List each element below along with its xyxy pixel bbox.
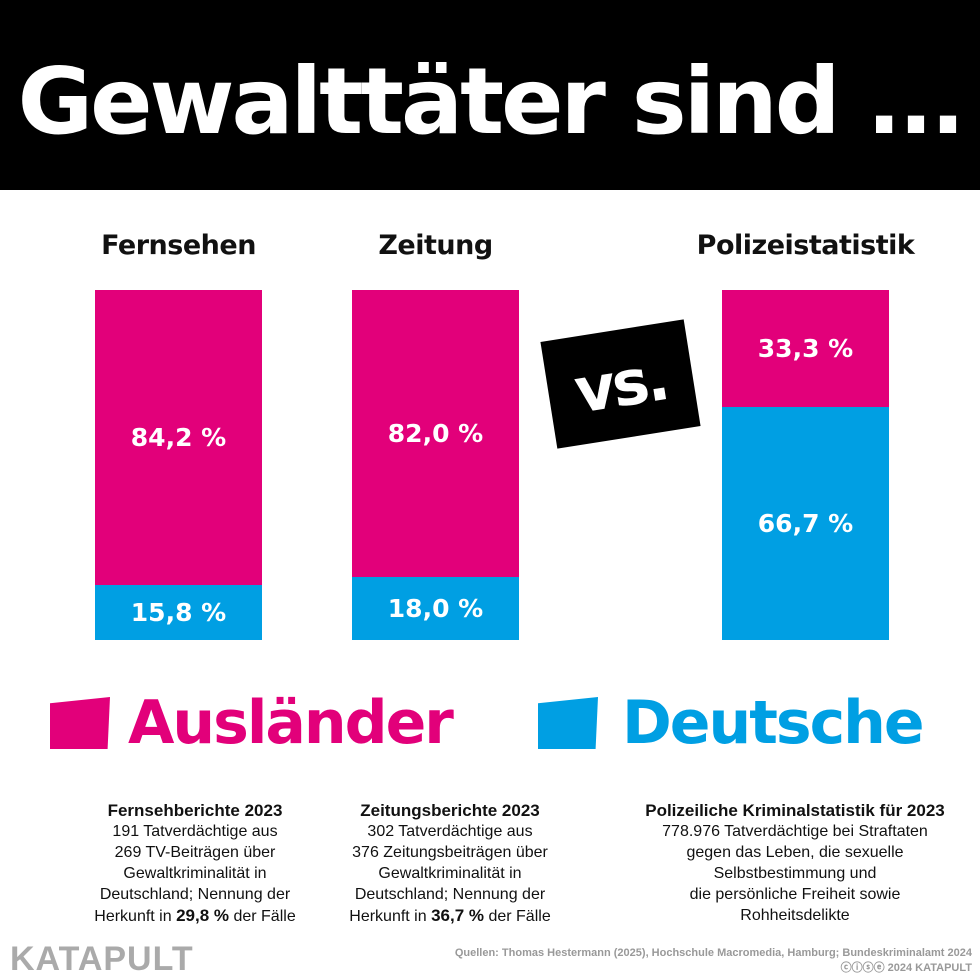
data-label: 18,0 % (387, 594, 484, 623)
data-label: 84,2 % (130, 422, 227, 452)
data-label: 33,3 % (757, 333, 854, 363)
katapult-logo: KATAPULT (10, 940, 194, 978)
note-line: Herkunft in 29,8 % der Fälle (60, 905, 330, 927)
data-label: 15,8 % (130, 597, 227, 627)
note-line: gegen das Leben, die sexuelle (686, 844, 904, 861)
note-text: der Fälle (229, 908, 296, 925)
copyright: ⓒⓘⓢⓔ 2024 KATAPULT (840, 962, 972, 974)
share: 29,8 % (176, 906, 230, 925)
bar-deutsche: 66,7 % (722, 406, 889, 640)
note-line: Herkunft in 36,7 % der Fälle (315, 905, 585, 927)
note: Polizeiliche Kriminalstatistik für 2023 7… (630, 800, 960, 926)
note-line: die persönliche Freiheit sowie (689, 886, 901, 903)
note-text: Herkunft in (349, 908, 432, 925)
bar-deutsche: 15,8 % (95, 584, 262, 640)
data-label: 82,0 % (387, 419, 484, 448)
bar-auslaender: 84,2 % (95, 290, 262, 585)
note-line: Deutschland; Nennung der (354, 886, 546, 903)
note-line: 376 Zeitungsbeiträgen über (352, 844, 548, 861)
bar-auslaender: 82,0 % (352, 290, 519, 577)
note-text: der Fälle (484, 908, 551, 925)
category-label: Fernsehen (101, 230, 256, 261)
page-title: Gewalttäter sind ... (17, 48, 966, 155)
legend-swatch-auslaender (50, 697, 110, 749)
title-band (0, 0, 980, 190)
note-line: Gewaltkriminalität in (378, 865, 522, 882)
bar-deutsche: 18,0 % (352, 577, 519, 640)
note-text: Herkunft in (94, 908, 177, 925)
note: Fernsehberichte 2023 191 Tatverdächtige a… (60, 800, 330, 927)
legend-swatch-deutsche (538, 697, 598, 749)
source: Quellen: Thomas Hestermann (2025), Hochs… (455, 946, 972, 976)
data-label: 66,7 % (757, 508, 854, 538)
note-line: Selbstbestimmung und (713, 865, 877, 882)
note-line: 778.976 Tatverdächtige bei Straftaten (662, 823, 928, 840)
vs-badge: vs. (540, 319, 701, 449)
source-text: Quellen: Thomas Hestermann (2025), Hochs… (454, 947, 972, 959)
note-title: Polizeiliche Kriminalstatistik für 2023 (645, 801, 945, 820)
note-line: Rohheitsdelikte (740, 907, 850, 924)
category-label: Zeitung (378, 230, 493, 261)
bar-auslaender: 33,3 % (722, 290, 889, 407)
share: 36,7 % (431, 906, 485, 925)
legend-label-auslaender: Ausländer (128, 688, 454, 758)
note-title: Zeitungsberichte 2023 (360, 801, 540, 820)
category-label: Polizeistatistik (696, 230, 915, 261)
note-title: Fernsehberichte 2023 (107, 801, 283, 820)
note-line: Gewaltkriminalität in (123, 865, 267, 882)
note-line: 302 Tatverdächtige aus (367, 823, 533, 840)
note-line: Deutschland; Nennung der (99, 886, 291, 903)
note-line: 269 TV-Beiträgen über (114, 844, 276, 861)
note-line: 191 Tatverdächtige aus (112, 823, 278, 840)
legend-label-deutsche: Deutsche (622, 688, 925, 758)
note: Zeitungsberichte 2023 302 Tatverdächtige … (315, 800, 585, 927)
